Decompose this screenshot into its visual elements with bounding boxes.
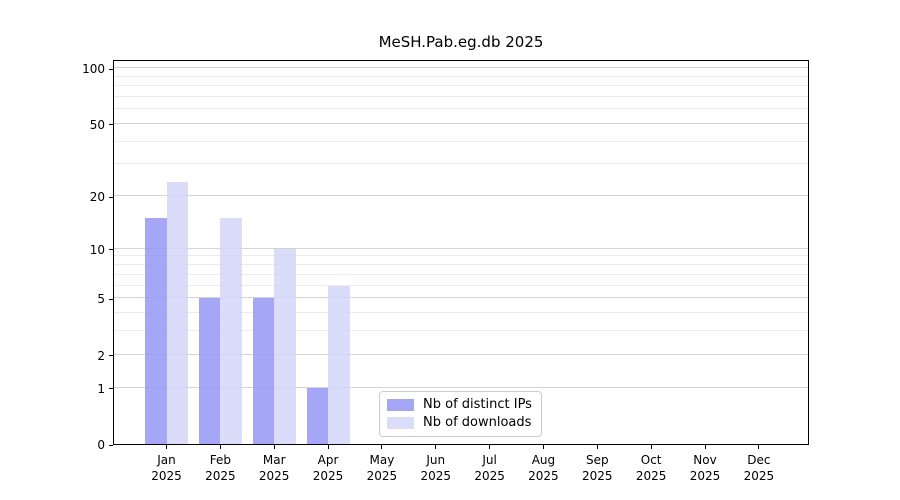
x-tick bbox=[327, 445, 329, 449]
major-gridline bbox=[114, 122, 808, 124]
x-tick bbox=[273, 445, 275, 449]
x-tick bbox=[219, 445, 221, 449]
major-gridline bbox=[114, 386, 808, 388]
legend-swatch-downloads bbox=[387, 416, 414, 429]
minor-gridline bbox=[114, 255, 808, 257]
major-gridline bbox=[114, 195, 808, 197]
y-tick-label: 2 bbox=[97, 348, 105, 363]
bar-apr-ips bbox=[306, 387, 329, 444]
x-tick bbox=[596, 445, 598, 449]
y-tick bbox=[109, 298, 113, 300]
y-tick-label: 0 bbox=[97, 438, 105, 452]
x-tick-label: Nov 2025 bbox=[689, 453, 721, 483]
x-tick-label: Feb 2025 bbox=[205, 453, 236, 483]
x-tick-label: Apr 2025 bbox=[312, 453, 344, 483]
bar-feb-downloads bbox=[220, 218, 242, 444]
x-tick bbox=[435, 445, 437, 449]
y-tick-label: 100 bbox=[82, 62, 105, 77]
legend-item-distinct-ips: Nb of distinct IPs bbox=[387, 397, 532, 412]
bar-jan-ips bbox=[145, 218, 167, 444]
x-tick-label: Jun 2025 bbox=[420, 453, 452, 483]
major-gridline bbox=[114, 247, 808, 249]
y-tick-label: 10 bbox=[89, 242, 105, 257]
y-tick bbox=[109, 249, 113, 251]
major-gridline bbox=[114, 353, 808, 355]
x-tick-label: Sep 2025 bbox=[582, 453, 613, 483]
y-tick bbox=[109, 124, 113, 126]
x-tick bbox=[758, 445, 760, 449]
y-tick bbox=[109, 388, 113, 390]
x-tick bbox=[650, 445, 652, 449]
minor-gridline bbox=[114, 330, 808, 332]
minor-gridline bbox=[114, 140, 808, 142]
minor-gridline bbox=[114, 273, 808, 275]
y-tick bbox=[109, 68, 113, 70]
minor-gridline bbox=[114, 95, 808, 97]
y-tick-label: 5 bbox=[97, 292, 105, 307]
major-gridline bbox=[114, 297, 808, 299]
legend: Nb of distinct IPs Nb of downloads bbox=[379, 391, 542, 437]
x-tick bbox=[489, 445, 491, 449]
y-tick-label: 50 bbox=[89, 117, 105, 132]
minor-gridline bbox=[114, 311, 808, 313]
bar-mar-ips bbox=[252, 298, 275, 444]
y-tick bbox=[109, 355, 113, 357]
x-tick-label: Oct 2025 bbox=[635, 453, 667, 483]
legend-item-downloads: Nb of downloads bbox=[387, 415, 532, 430]
bar-mar-downloads bbox=[274, 248, 296, 444]
x-tick bbox=[542, 445, 544, 449]
x-tick-label: Jul 2025 bbox=[474, 453, 505, 483]
major-gridline bbox=[114, 67, 808, 69]
x-tick-label: Jan 2025 bbox=[151, 453, 182, 483]
minor-gridline bbox=[114, 75, 808, 77]
x-tick bbox=[166, 445, 167, 449]
x-tick bbox=[381, 445, 383, 449]
x-tick-label: Mar 2025 bbox=[258, 453, 290, 483]
legend-label-downloads: Nb of downloads bbox=[423, 415, 532, 430]
plot-area: Nb of distinct IPs Nb of downloads bbox=[113, 60, 809, 445]
x-tick-label: Aug 2025 bbox=[528, 453, 559, 483]
x-tick bbox=[704, 445, 706, 449]
x-tick-label: Dec 2025 bbox=[743, 453, 775, 483]
legend-label-distinct-ips: Nb of distinct IPs bbox=[423, 397, 532, 412]
bar-jan-downloads bbox=[166, 181, 188, 444]
y-tick bbox=[109, 196, 113, 198]
minor-gridline bbox=[114, 284, 808, 286]
bar-feb-ips bbox=[198, 298, 221, 444]
bar-apr-downloads bbox=[328, 285, 350, 444]
minor-gridline bbox=[114, 108, 808, 110]
minor-gridline bbox=[114, 264, 808, 266]
y-tick bbox=[109, 444, 113, 446]
minor-gridline bbox=[114, 163, 808, 165]
chart-title: MeSH.Pab.eg.db 2025 bbox=[378, 33, 544, 51]
y-tick-label: 20 bbox=[89, 190, 105, 205]
x-tick-label: May 2025 bbox=[366, 453, 398, 483]
y-tick-label: 1 bbox=[97, 381, 105, 396]
legend-swatch-distinct-ips bbox=[387, 398, 414, 411]
minor-gridline bbox=[114, 85, 808, 87]
